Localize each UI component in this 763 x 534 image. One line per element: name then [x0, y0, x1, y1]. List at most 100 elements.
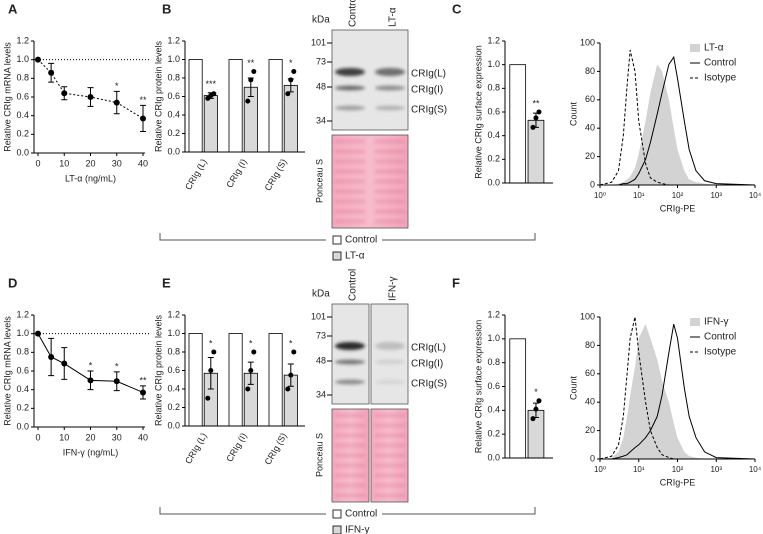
y-tick-label: 0.8: [167, 346, 180, 356]
significance: *: [289, 58, 293, 68]
lane-label: Control: [348, 269, 359, 301]
x-tick-label: CRIg (L): [183, 431, 209, 465]
data-point: [285, 386, 291, 392]
bar: [203, 95, 218, 153]
y-tick-label: 0.0: [167, 146, 180, 156]
data-point: [530, 416, 536, 422]
y-tick-label: 1.2: [487, 309, 500, 319]
bar: [509, 338, 527, 459]
ponceau-band: [335, 220, 365, 223]
band-label: CRIg(S): [411, 379, 447, 390]
significance: *: [289, 338, 293, 348]
significance: *: [115, 361, 119, 371]
ponceau-band: [375, 484, 405, 487]
data-point: [211, 91, 217, 97]
blot-band: [375, 105, 405, 111]
bar: [188, 59, 203, 153]
x-tick-label: 40: [138, 158, 148, 168]
y-tick-label: 1.0: [167, 54, 180, 64]
y-tick-label: 80: [585, 66, 595, 76]
y-tick-label: 0.6: [16, 365, 29, 375]
data-point: [245, 386, 251, 392]
y-axis-title: Relative CRIg surface expression: [473, 320, 483, 454]
significance: *: [115, 81, 119, 91]
band-label: CRIg(L): [411, 343, 446, 354]
data-point: [48, 354, 55, 360]
x-tick-label: CRIg (I): [224, 157, 248, 189]
histogram-curve: [600, 64, 755, 185]
data-point: [113, 99, 120, 106]
panel-letter: A: [8, 1, 18, 16]
y-tick-label: 20: [585, 151, 595, 161]
ponceau-band: [375, 494, 405, 497]
ponceau-band: [375, 180, 405, 183]
legend-label: Isotype: [704, 73, 737, 84]
y-tick-label: 100: [580, 37, 595, 47]
y-tick-label: 0.2: [167, 402, 180, 412]
bar: [509, 64, 527, 184]
ponceau-band: [335, 190, 365, 193]
blot-image: [331, 29, 409, 131]
y-tick-label: 0.2: [487, 429, 500, 439]
data-point: [536, 109, 542, 115]
error-bar: [207, 357, 214, 390]
y-axis-title: Count: [568, 376, 578, 401]
legend-label: LT-α: [345, 251, 365, 262]
y-tick-label: 0.0: [167, 420, 180, 430]
bar: [268, 59, 283, 153]
blot-band: [375, 379, 405, 385]
significance: **: [139, 375, 147, 385]
ponceau-band: [335, 150, 365, 153]
marker-label: 48: [316, 81, 326, 91]
data-point: [288, 77, 294, 83]
x-tick-label: CRIg (S): [263, 157, 289, 192]
blot-band: [335, 68, 365, 76]
data-point: [140, 389, 146, 396]
x-tick-label: 10²: [672, 465, 684, 474]
y-tick-label: 1.2: [167, 309, 180, 319]
x-axis-title: LT-α (ng/mL): [65, 173, 116, 183]
blot-image: [331, 303, 370, 405]
error-bar: [247, 361, 254, 385]
panel-letter: B: [162, 1, 171, 16]
ponceau-band: [375, 190, 405, 193]
bar: [228, 333, 243, 427]
data-point: [211, 349, 217, 355]
data-point: [61, 360, 68, 367]
ponceau-band: [335, 140, 365, 143]
ponceau-band: [335, 494, 365, 497]
blot-band: [375, 85, 405, 91]
y-tick-label: 1.2: [167, 35, 180, 45]
y-tick-label: 1.2: [487, 35, 500, 45]
y-axis-title: Relative CRIg mRNA levels: [2, 316, 12, 426]
legend-label: IFN-γ: [345, 525, 369, 534]
blot-band: [335, 85, 365, 91]
data-point: [61, 90, 68, 97]
y-axis-title: Relative CRIg protein levels: [153, 40, 163, 152]
bar: [268, 333, 283, 427]
y-tick-label: 0.6: [167, 91, 180, 101]
data-point: [285, 91, 291, 97]
ponceau-band: [335, 444, 365, 447]
brackets: [159, 233, 536, 515]
histogram-curve: [600, 323, 756, 460]
legend-swatch: [332, 251, 342, 261]
y-tick-label: 1.0: [487, 333, 500, 343]
y-tick-label: 0: [590, 179, 595, 189]
y-axis-title: Relative CRIg surface expression: [473, 45, 483, 179]
y-tick-label: 0.4: [487, 130, 500, 140]
ponceau-band: [375, 220, 405, 223]
x-tick-label: 10³: [710, 465, 722, 474]
stain-label: Ponceau S: [314, 433, 324, 477]
y-tick-label: 0.2: [16, 403, 29, 413]
legend-label: Control: [704, 332, 736, 343]
significance: *: [534, 387, 538, 397]
y-tick-label: 0.0: [16, 421, 29, 431]
ponceau-band: [335, 484, 365, 487]
blot-band: [335, 342, 365, 350]
ponceau-band: [335, 454, 365, 457]
legend-swatch: [690, 318, 700, 326]
x-tick-label: CRIg (I): [224, 431, 248, 463]
x-tick-label: 30: [112, 158, 122, 168]
